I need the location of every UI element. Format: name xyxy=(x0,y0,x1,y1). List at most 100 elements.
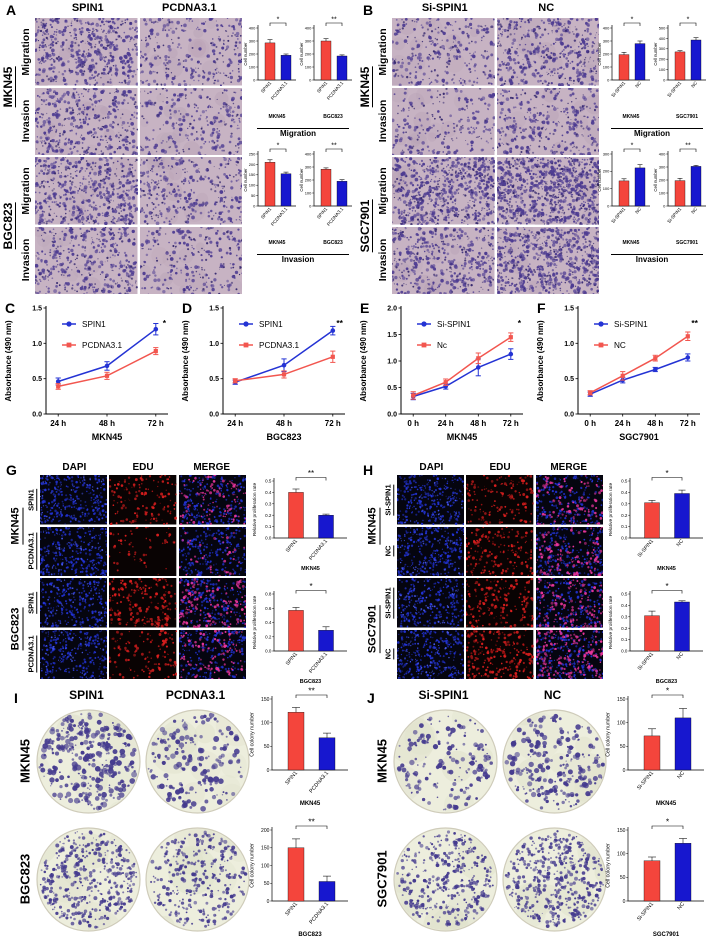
colony-dish-image xyxy=(36,826,141,932)
micrograph-H-row4-col3 xyxy=(535,629,603,679)
colony-dish-image xyxy=(145,826,250,932)
micrograph-G-row1-col3 xyxy=(178,475,246,525)
micrograph-G-row4-col1 xyxy=(40,629,108,679)
panel-label-I: I xyxy=(14,690,18,706)
charts-I: Cell colony number 0 50 100 150 SPIN1 PCDNA3.1… xyxy=(247,686,352,938)
svg-text:Cell number: Cell number xyxy=(299,168,304,192)
chart-group-label-Migration: Migration xyxy=(280,129,316,138)
row-label-NC: NC xyxy=(382,527,395,577)
svg-text:SPIN1: SPIN1 xyxy=(316,80,329,94)
micrograph-image xyxy=(496,18,599,86)
rotated-label: MKN45 xyxy=(358,66,373,107)
micrograph-image xyxy=(535,629,603,679)
svg-text:MKN45: MKN45 xyxy=(269,240,286,246)
chart-group-label-Migration: Migration xyxy=(634,129,670,138)
svg-text:100: 100 xyxy=(305,64,312,69)
cell-line-label-SGC7901: SGC7901 xyxy=(366,578,380,679)
micrograph-B-row2-col1 xyxy=(392,87,495,155)
column-header-SPIN1: SPIN1 xyxy=(69,688,104,702)
column-header-MERGE: MERGE xyxy=(550,462,588,473)
micrograph-image xyxy=(466,578,534,628)
micrograph-G-row1-col2 xyxy=(109,475,177,525)
micrograph-image xyxy=(397,578,465,628)
micrograph-image xyxy=(40,578,108,628)
micrograph-image xyxy=(40,475,108,525)
micrograph-H-row1-col2 xyxy=(466,475,534,525)
micrograph-image xyxy=(397,526,465,576)
svg-text:200: 200 xyxy=(305,51,312,56)
svg-text:400: 400 xyxy=(249,25,256,30)
image-grid-B: MKN45 Migration Invasion SGC7901 Migration In… xyxy=(358,18,599,294)
row-label-PCDNA3.1: PCDNA3.1 xyxy=(25,527,38,577)
chart-pair: Cell number 0 100 200 300 400 Si-SPIN1 NC * MKN45… xyxy=(597,14,707,127)
dish-grid-I: MKN45 BGC823 xyxy=(18,704,250,936)
svg-text:100: 100 xyxy=(249,64,256,69)
micrograph-H-row1-col1 xyxy=(397,475,465,525)
column-header-NC: NC xyxy=(538,2,555,14)
line-chart-E-wrap: Absorbance (490 nm) 0.0 0.5 1.0 1.5 2.0 0 h 24 … xyxy=(355,296,532,463)
micrograph-B-row1-col1 xyxy=(392,18,495,86)
svg-text:SPIN1: SPIN1 xyxy=(260,80,273,94)
bar-chart-H_BGC823: Relative proliferation rate0.00.10.20.30… xyxy=(608,582,703,685)
micrograph-G-row2-col1 xyxy=(40,526,108,576)
rotated-label: SGC7901 xyxy=(374,850,390,908)
rotated-label: MKN45 xyxy=(374,738,390,784)
micrograph-G-row4-col2 xyxy=(109,629,177,679)
rotated-label: NC xyxy=(382,545,394,557)
cell-line-label-BGC823: BGC823 xyxy=(1,157,16,294)
micrograph-image xyxy=(139,87,242,155)
column-headers-B: Si-SPIN1 NC xyxy=(394,2,597,14)
micrograph-image xyxy=(496,87,599,155)
svg-text:0: 0 xyxy=(253,77,256,82)
colony-dish-image xyxy=(145,708,250,814)
micrograph-image xyxy=(35,226,138,294)
line-chart-F-wrap: Absorbance (490 nm) 0.0 0.5 1.0 1.5 0 h 24 h 48… xyxy=(532,296,709,463)
svg-text:150: 150 xyxy=(249,172,256,177)
svg-text:PCDNA3.1: PCDNA3.1 xyxy=(326,80,345,101)
cell-line-label-BGC823: BGC823 xyxy=(9,578,23,679)
svg-text:SPIN1: SPIN1 xyxy=(316,206,329,220)
column-header-DAPI: DAPI xyxy=(419,462,444,473)
panel-label-C: C xyxy=(5,300,16,316)
rotated-label: SPIN1 xyxy=(25,591,37,614)
micrograph-B-row3-col2 xyxy=(496,157,599,225)
micrograph-image xyxy=(109,526,177,576)
micrograph-B-row4-col2 xyxy=(496,226,599,294)
colony-dish-image xyxy=(502,826,607,932)
cell-line-label-MKN45: MKN45 xyxy=(1,18,16,155)
panel-label-H: H xyxy=(363,462,374,478)
panel-label-A: A xyxy=(6,2,17,18)
chart-pair: Cell number 0 100 200 300 400 SPIN1 PCDNA3.1 * MK… xyxy=(243,14,353,127)
bar-chart-wrap-B_mig_MKN45: Cell number 0 100 200 300 400 Si-SPIN1 NC * MKN45 xyxy=(597,14,651,127)
column-header-NC: NC xyxy=(543,688,562,702)
cell-line-label-MKN45: MKN45 xyxy=(366,475,380,576)
micrograph-image xyxy=(139,157,242,225)
bar-chart-wrap-A_inv_MKN45: Cell number 0 50 100 150 200 250 SPIN1 PCDNA3.1 *… xyxy=(243,140,297,253)
bar-chart-wrap-I_BGC823: Cell colony number 0 50 100 150 200 SPIN1 PCDNA… xyxy=(247,817,352,938)
micrograph-B-row4-col1 xyxy=(392,226,495,294)
chart-group-label-Invasion: Invasion xyxy=(281,255,315,264)
micrograph-image xyxy=(466,526,534,576)
bar-chart-wrap-B_inv_SGC7901: Cell number 0 100 200 300 400 Si-SPIN1 NC ** SGC7… xyxy=(653,140,707,253)
chart-pair: Cell number 0 50 100 150 200 250 SPIN1 PCDNA3.1 *… xyxy=(243,140,353,253)
svg-text:Cell number: Cell number xyxy=(243,42,248,66)
column-headers-J: Si-SPIN1 NC xyxy=(389,688,607,702)
micrograph-A-row3-col1 xyxy=(35,157,138,225)
rotated-label: MKN45 xyxy=(9,506,23,545)
panel-label-E: E xyxy=(360,300,370,316)
micrograph-image xyxy=(496,157,599,225)
rotated-label: SPIN1 xyxy=(25,488,37,511)
svg-text:MKN45: MKN45 xyxy=(269,114,286,120)
bar-chart-G_BGC823: Relative proliferation rate0.00.20.40.60… xyxy=(252,582,347,685)
micrograph-G-row3-col3 xyxy=(178,578,246,628)
micrograph-G-row3-col1 xyxy=(40,578,108,628)
micrograph-H-row4-col1 xyxy=(397,629,465,679)
column-headers-G: DAPI EDU MERGE xyxy=(40,462,246,473)
micrograph-image xyxy=(496,226,599,294)
rotated-label: NC xyxy=(382,648,394,660)
